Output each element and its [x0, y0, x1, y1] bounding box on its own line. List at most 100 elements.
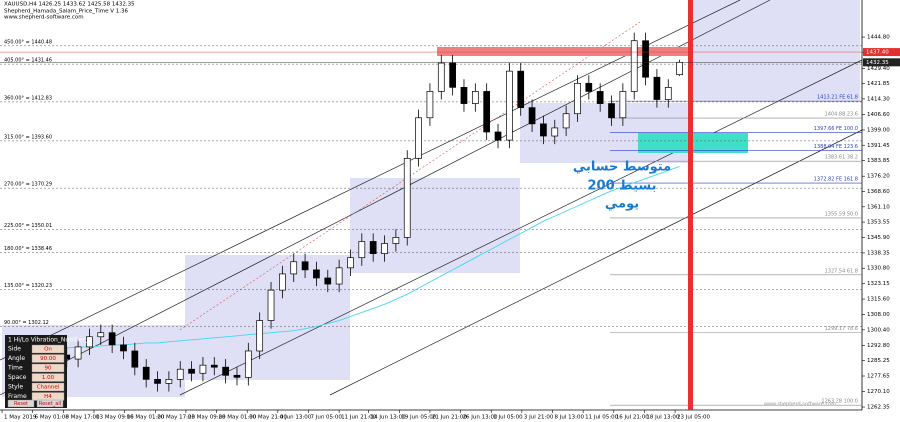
panel-row-value: 1.00: [42, 375, 55, 381]
panel-row-label: Time: [7, 365, 23, 372]
y-tick-label: 1323.15: [867, 281, 890, 287]
candle-body: [131, 350, 139, 368]
panel-row-value: Channel: [37, 385, 60, 391]
x-tick-label: 21 Jun 21:00: [432, 415, 467, 421]
candle-body: [562, 113, 570, 129]
x-tick-label: 6 May 01:00: [35, 415, 70, 421]
y-tick-label: 1338.35: [867, 250, 890, 256]
candle-body: [585, 82, 593, 92]
panel-row-label: Style: [8, 384, 23, 391]
x-tick-label: 23 May 09:00: [188, 415, 226, 421]
candle-body: [120, 344, 127, 352]
candle-body: [256, 320, 264, 352]
x-tick-label: 8 May 17:00: [65, 415, 100, 421]
level-label: 270.00° = 1370.29: [4, 182, 52, 188]
panel-button[interactable]: [7, 399, 35, 408]
x-tick-label: 30 May 21:00: [249, 415, 287, 421]
fib-label: 1263.28 100.0: [821, 399, 858, 405]
y-tick-label: 1330.80: [867, 266, 890, 272]
fib-label: 1397.66 FE 100.0: [814, 126, 858, 132]
x-tick-label: 3 Jul 21:00: [524, 415, 554, 421]
panel-value-box[interactable]: [31, 363, 65, 373]
x-tick-label: 19 Jun 05:00: [401, 415, 436, 421]
candle-body: [483, 91, 491, 133]
level-label: 135.00° = 1320.23: [4, 283, 52, 289]
candle-body: [608, 103, 615, 119]
panel-title: 1 Hi/Lo Vibration_Number_5: [8, 337, 92, 344]
x-tick-label: 16 Jul 21:00: [616, 415, 649, 421]
y-tick-label: 1315.60: [867, 297, 890, 303]
candle-body: [324, 277, 332, 285]
level-label: 360.00° = 1412.83: [4, 95, 52, 101]
candle-body: [619, 91, 627, 119]
panel-row-value: 90: [45, 366, 52, 372]
panel-row-value: H4: [44, 394, 52, 400]
candle-body: [596, 91, 604, 104]
candle-body: [664, 87, 672, 100]
candle-body: [630, 40, 638, 92]
price-tag: [863, 48, 900, 57]
panel-value-box[interactable]: [31, 344, 65, 354]
candle-body: [392, 237, 400, 244]
zone: [350, 178, 520, 273]
x-tick-label: 1 Jul 05:00: [493, 415, 523, 421]
panel-row-value: 90.00: [40, 356, 56, 362]
candle-body: [267, 289, 275, 321]
candle-body: [574, 82, 581, 115]
price-tag: [863, 58, 900, 67]
y-tick-label: 1277.65: [867, 374, 890, 380]
y-tick-label: 1361.10: [867, 204, 890, 210]
panel-button[interactable]: [36, 399, 64, 408]
candle-body: [517, 70, 525, 108]
panel-value-box[interactable]: [31, 354, 65, 363]
candle-body: [210, 364, 218, 368]
zone: [690, 0, 860, 102]
fib-label: 1404.88 23.6: [825, 112, 858, 118]
candle-body: [347, 257, 354, 269]
channel-line: [0, 0, 741, 361]
candle-body: [642, 40, 649, 78]
x-tick-label: 16 May 01:00: [127, 415, 165, 421]
candle-body: [74, 346, 82, 360]
x-tick-label: 11 Jul 05:00: [585, 415, 618, 421]
candle-body: [279, 273, 286, 291]
candle-body: [176, 368, 184, 380]
x-tick-label: 14 Jun 13:00: [371, 415, 406, 421]
candle-body: [108, 332, 116, 346]
candle-body: [494, 131, 502, 141]
candle-body: [97, 332, 105, 338]
header-line: www.shepherd-software.com: [4, 15, 84, 21]
candle-body: [165, 379, 173, 384]
panel-row-label: Frame: [8, 393, 27, 400]
candle-body: [449, 62, 456, 88]
candle-body: [222, 366, 229, 376]
candle-body: [199, 364, 207, 374]
x-tick-label: 18 Jul 13:00: [646, 415, 679, 421]
panel-value-box[interactable]: [31, 373, 65, 382]
candle-body: [426, 91, 434, 119]
x-tick-label: 13 May 09:00: [96, 415, 134, 421]
candle-body: [471, 91, 479, 104]
level-label: 450.00° = 1440.48: [4, 39, 52, 45]
panel-row-label: Space: [8, 374, 27, 381]
channel-line: [0, 0, 771, 396]
candle-body: [676, 61, 683, 76]
fib-label: 1327.54 61.8: [825, 268, 858, 274]
fib-label: 1388.94 FE 123.6: [814, 144, 858, 150]
y-tick-label: 1399.00: [867, 127, 890, 133]
panel-value-box[interactable]: [31, 382, 65, 392]
time-marker: [688, 0, 693, 410]
y-tick-label: 1300.40: [867, 327, 890, 333]
level-label: 405.00° = 1431.46: [4, 58, 52, 64]
candle-body: [437, 62, 445, 92]
y-tick-label: 1429.40: [867, 66, 890, 72]
annotation: متوسط حسابي: [573, 160, 671, 175]
candle-body: [154, 379, 161, 384]
price-tag-label: 1432.35: [866, 60, 889, 66]
panel-button-label: Reset: [14, 401, 28, 407]
candle-body: [415, 117, 422, 159]
y-tick-label: 1353.55: [867, 220, 890, 226]
fib-label: 1299.17 78.6: [825, 326, 858, 332]
annotation: يومي: [605, 197, 639, 212]
